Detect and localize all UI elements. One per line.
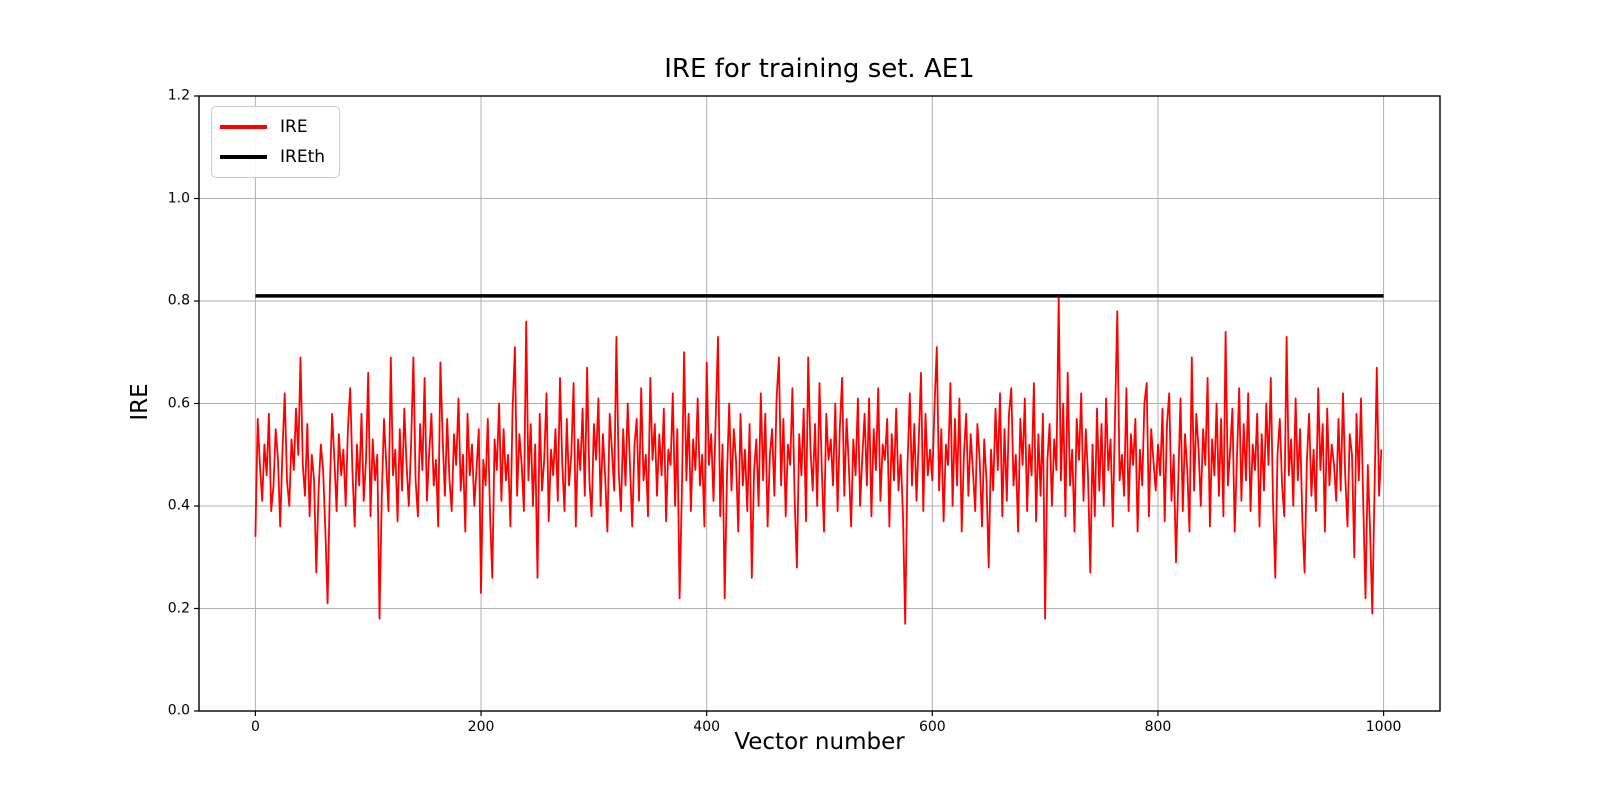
legend-label-ire: IRE bbox=[280, 117, 308, 137]
legend-entry-ire: IRE bbox=[220, 112, 325, 142]
legend-label-ireth: IREth bbox=[280, 147, 326, 167]
y-tick-label: 1.0 bbox=[167, 190, 190, 207]
ireth-line-sample bbox=[220, 155, 267, 159]
y-tick-label: 0.6 bbox=[167, 395, 190, 412]
x-tick-label: 800 bbox=[1144, 719, 1172, 735]
y-tick-label: 0.2 bbox=[167, 600, 190, 617]
legend-entry-ireth: IREth bbox=[220, 142, 325, 172]
x-axis-label: Vector number bbox=[734, 729, 905, 755]
ire-line bbox=[254, 294, 1383, 625]
x-tick-label: 600 bbox=[918, 719, 946, 735]
legend: IRE IREth bbox=[211, 106, 341, 178]
x-tick-label: 400 bbox=[693, 719, 721, 735]
y-tick-label: 0.0 bbox=[167, 702, 190, 719]
y-tick-label: 0.4 bbox=[167, 497, 190, 514]
y-tick-label: 1.2 bbox=[167, 87, 190, 104]
x-tick-label: 1000 bbox=[1365, 719, 1402, 735]
x-tick-label: 200 bbox=[467, 719, 495, 735]
y-tick-label: 0.8 bbox=[167, 292, 190, 309]
chart-title: IRE for training set. AE1 bbox=[664, 54, 975, 84]
ire-line-sample bbox=[220, 125, 267, 129]
x-tick-label: 0 bbox=[250, 719, 260, 735]
